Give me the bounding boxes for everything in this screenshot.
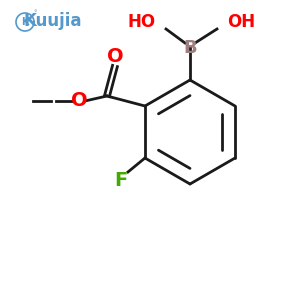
Text: B: B — [183, 39, 197, 57]
Text: °: ° — [33, 10, 37, 16]
Text: O: O — [71, 92, 87, 110]
Text: Kuujia: Kuujia — [24, 12, 82, 30]
Text: K: K — [21, 17, 29, 27]
Text: HO: HO — [128, 13, 156, 31]
Text: F: F — [114, 170, 128, 190]
Text: O: O — [107, 46, 123, 65]
Text: OH: OH — [227, 13, 255, 31]
